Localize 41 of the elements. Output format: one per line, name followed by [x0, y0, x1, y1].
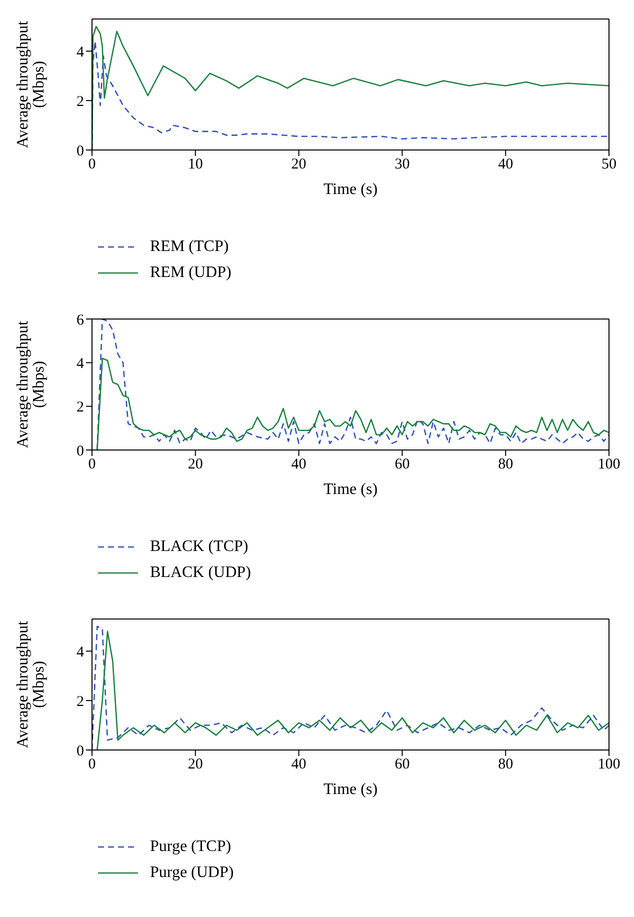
x-tick-label: 0 [88, 456, 96, 473]
y-tick-label: 0 [76, 743, 84, 760]
legend-label: REM (UDP) [150, 264, 232, 282]
x-tick-label: 40 [498, 156, 514, 173]
x-tick-label: 30 [394, 156, 410, 173]
x-axis-title: Time (s) [323, 481, 378, 498]
y-axis-title: Average throughput (Mbps) [14, 620, 48, 748]
x-tick-label: 20 [188, 756, 203, 773]
legend-label: Purge (TCP) [150, 838, 232, 856]
y-tick-label: 6 [76, 312, 84, 328]
x-tick-label: 100 [598, 756, 620, 773]
y-tick-label: 4 [76, 356, 84, 372]
x-tick-label: 50 [602, 156, 616, 173]
y-tick-label: 2 [76, 694, 84, 710]
legend-label: Purge (UDP) [150, 864, 234, 882]
x-tick-label: 80 [498, 756, 514, 773]
x-tick-label: 0 [88, 756, 96, 773]
legend-label: BLACK (TCP) [150, 538, 248, 556]
y-tick-label: 0 [76, 143, 84, 160]
x-axis-title: Time (s) [323, 181, 378, 198]
x-tick-label: 40 [291, 756, 306, 773]
y-axis-title: Average throughput (Mbps) [14, 320, 48, 448]
legend-label: BLACK (UDP) [150, 564, 251, 582]
legend-label: REM (TCP) [150, 238, 229, 256]
x-tick-label: 80 [498, 456, 514, 473]
x-tick-label: 10 [188, 156, 203, 173]
x-tick-label: 40 [291, 456, 306, 473]
y-tick-label: 2 [76, 400, 84, 416]
x-tick-label: 60 [394, 456, 410, 473]
x-tick-label: 100 [598, 456, 620, 473]
y-tick-label: 0 [76, 443, 84, 460]
y-axis-title: Average throughput (Mbps) [14, 20, 48, 148]
y-tick-label: 2 [76, 94, 84, 110]
x-tick-label: 20 [291, 156, 306, 173]
y-tick-label: 4 [76, 44, 84, 60]
x-tick-label: 60 [394, 756, 410, 773]
line-series [96, 358, 609, 450]
x-axis-title: Time (s) [323, 781, 378, 798]
x-tick-label: 20 [188, 456, 203, 473]
x-tick-label: 0 [88, 156, 96, 173]
y-tick-label: 4 [76, 644, 84, 660]
